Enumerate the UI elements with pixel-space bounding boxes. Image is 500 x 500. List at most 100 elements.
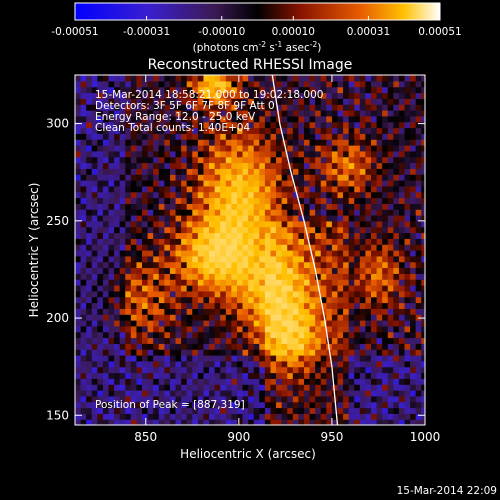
heatmap-cell [343, 261, 350, 269]
heatmap-cell [303, 255, 311, 263]
heatmap-cell [203, 226, 210, 234]
heatmap-cell [209, 238, 216, 245]
heatmap-cell [309, 261, 316, 269]
heatmap-cell [80, 366, 87, 374]
heatmap-cell [376, 226, 383, 234]
heatmap-cell [147, 86, 154, 94]
heatmap-cell [169, 308, 177, 315]
heatmap-cell [209, 314, 216, 321]
heatmap-cell [119, 285, 126, 292]
heatmap-cell [153, 413, 160, 420]
heatmap-cell [264, 174, 272, 181]
heatmap-cell [97, 390, 104, 397]
heatmap-cell [130, 285, 138, 292]
heatmap-cell [292, 80, 300, 88]
heatmap-cell [236, 115, 244, 123]
heatmap-cell [303, 407, 311, 414]
heatmap-cell [130, 209, 138, 216]
heatmap-cell [158, 384, 165, 391]
heatmap-cell [203, 355, 210, 362]
heatmap-cell [248, 162, 255, 169]
heatmap-cell [158, 337, 165, 344]
heatmap-cell [354, 110, 361, 117]
plot-frame [74, 74, 426, 426]
heatmap-cell [86, 150, 93, 158]
heatmap-cell [242, 98, 249, 105]
heatmap-cell [209, 92, 216, 99]
heatmap-cell [236, 407, 244, 414]
heatmap-cell [169, 273, 177, 280]
heatmap-cell [102, 261, 110, 269]
heatmap-cell [276, 121, 283, 129]
heatmap-cell [315, 407, 322, 414]
heatmap-cell [421, 366, 425, 374]
heatmap-cell [153, 133, 160, 140]
heatmap-cell [253, 104, 260, 111]
heatmap-cell [382, 226, 389, 234]
heatmap-cell [220, 133, 227, 140]
heatmap-cell [393, 156, 400, 164]
heatmap-cell [354, 407, 361, 414]
heatmap-cell [398, 390, 406, 397]
heatmap-cell [86, 139, 93, 146]
heatmap-cell [91, 360, 98, 368]
heatmap-cell [287, 220, 294, 228]
heatmap-cell [309, 337, 316, 344]
heatmap-cell [203, 401, 210, 409]
heatmap-cell [136, 156, 143, 164]
heatmap-cell [209, 320, 216, 327]
heatmap-cell [181, 250, 188, 257]
heatmap-cell [97, 355, 104, 362]
heatmap-cell [142, 168, 149, 175]
heatmap-cell [181, 360, 188, 368]
heatmap-cell [292, 296, 300, 304]
heatmap-cell [371, 378, 378, 385]
heatmap-cell [337, 174, 344, 181]
heatmap-cell [192, 168, 199, 175]
heatmap-cell [331, 238, 339, 245]
heatmap-cell [315, 244, 322, 251]
heatmap-cell [387, 197, 394, 204]
heatmap-cell [236, 378, 244, 385]
heatmap-cell [343, 86, 350, 94]
heatmap-cell [136, 290, 143, 298]
heatmap-cell [326, 185, 333, 193]
heatmap-cell [158, 273, 165, 280]
heatmap-cell [309, 395, 316, 403]
heatmap-cell [192, 255, 199, 263]
heatmap-cell [186, 331, 193, 339]
heatmap-cell [371, 168, 378, 175]
heatmap-cell [91, 145, 98, 152]
heatmap-cell [421, 174, 425, 181]
heatmap-cell [242, 203, 249, 210]
heatmap-cell [359, 337, 367, 344]
heatmap-cell [153, 191, 160, 199]
heatmap-cell [158, 133, 165, 140]
heatmap-cell [236, 156, 244, 164]
heatmap-cell [315, 145, 322, 152]
heatmap-cell [75, 80, 82, 88]
heatmap-cell [387, 104, 394, 111]
heatmap-cell [119, 244, 126, 251]
heatmap-cell [309, 366, 316, 374]
heatmap-cell [376, 244, 383, 251]
heatmap-cell [220, 226, 227, 234]
heatmap-cell [359, 343, 367, 350]
heatmap-cell [315, 331, 322, 339]
heatmap-cell [359, 261, 367, 269]
heatmap-cell [421, 110, 425, 117]
heatmap-cell [348, 355, 355, 362]
heatmap-cell [242, 378, 249, 385]
heatmap-cell [147, 395, 154, 403]
heatmap-cell [404, 197, 411, 204]
heatmap-cell [236, 226, 244, 234]
heatmap-cell [153, 372, 160, 379]
heatmap-cell [303, 209, 311, 216]
heatmap-cell [209, 133, 216, 140]
heatmap-cell [186, 104, 193, 111]
colorbar: -0.00051 -0.00031 -0.00010 0.00010 0.00031 0.… [51, 2, 462, 54]
heatmap-cell [80, 203, 87, 210]
heatmap-cell [192, 290, 199, 298]
heatmap-cell [415, 92, 422, 99]
